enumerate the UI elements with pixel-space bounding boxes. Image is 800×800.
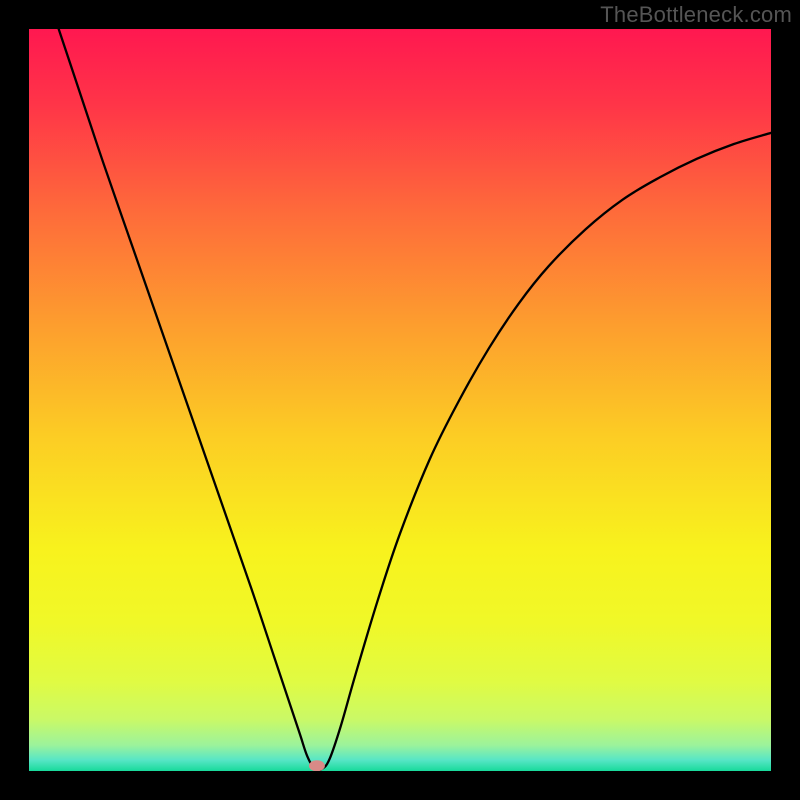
curve-minimum-marker bbox=[309, 760, 325, 771]
chart-container: TheBottleneck.com bbox=[0, 0, 800, 800]
plot-background bbox=[29, 29, 771, 771]
bottleneck-chart bbox=[0, 0, 800, 800]
watermark-text: TheBottleneck.com bbox=[600, 2, 792, 28]
